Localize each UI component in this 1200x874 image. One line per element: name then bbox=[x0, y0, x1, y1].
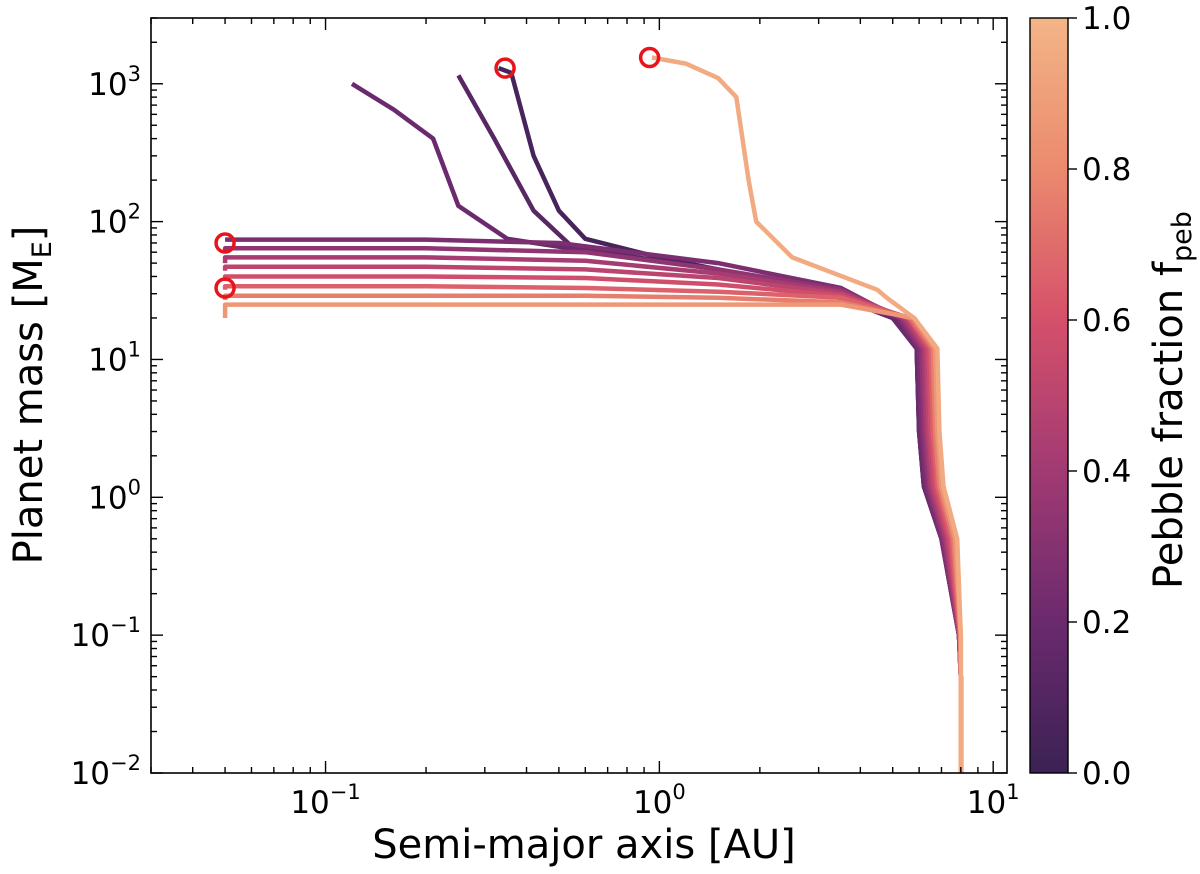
series-line-3 bbox=[225, 237, 964, 773]
colorbar-tick-label: 0.6 bbox=[1082, 303, 1131, 339]
colorbar-tick-label: 0.2 bbox=[1082, 605, 1131, 641]
plot-frame bbox=[150, 17, 1008, 774]
series-line-5 bbox=[222, 255, 964, 773]
colorbar-label-sub: peb bbox=[1167, 211, 1198, 262]
series-line-7 bbox=[222, 274, 964, 773]
series-line-11 bbox=[651, 55, 964, 773]
colorbar-label: Pebble fraction fpeb bbox=[1146, 211, 1198, 589]
x-axis-label: Semi-major axis [AU] bbox=[372, 822, 795, 868]
colorbar-tick-label: 1.0 bbox=[1082, 1, 1131, 37]
end-marker-1 bbox=[214, 277, 236, 299]
colorbar-tick-label: 0.8 bbox=[1082, 152, 1131, 188]
series-line-6 bbox=[222, 264, 964, 773]
series-line-2 bbox=[350, 81, 964, 773]
x-tick-label: 10−1 bbox=[290, 780, 360, 821]
curves-layer bbox=[222, 55, 964, 773]
series-line-9 bbox=[222, 293, 964, 773]
series-line-10 bbox=[222, 302, 964, 773]
y-axis-label: Planet mass [ME] bbox=[6, 226, 58, 565]
series-line-0 bbox=[497, 65, 964, 773]
colorbar-tick-label: 0.4 bbox=[1082, 454, 1131, 490]
end-marker-3 bbox=[638, 46, 661, 69]
y-tick-label: 101 bbox=[88, 337, 141, 378]
series-line-4 bbox=[222, 246, 964, 773]
y-tick-label: 10−2 bbox=[71, 751, 141, 792]
x-tick-label: 100 bbox=[633, 780, 686, 821]
end-marker-0 bbox=[214, 232, 236, 254]
y-axis-label-sub: E bbox=[27, 241, 58, 258]
y-axis-label-main: Planet mass [M bbox=[6, 258, 52, 564]
end-marker-2 bbox=[494, 57, 516, 79]
series-line-8 bbox=[222, 283, 964, 773]
colorbar-ticks: 0.0 0.2 0.4 0.6 0.8 1.0 bbox=[1068, 1, 1131, 792]
y-tick-label: 103 bbox=[88, 62, 141, 103]
y-axis-ticks: 10−2 10−1 100 101 102 103 bbox=[71, 17, 1007, 792]
colorbar bbox=[1029, 17, 1069, 774]
y-tick-label: 102 bbox=[88, 200, 141, 241]
x-tick-label: 101 bbox=[967, 780, 1020, 821]
y-tick-label: 100 bbox=[88, 475, 141, 516]
series-line-1 bbox=[456, 74, 964, 773]
colorbar-tick-label: 0.0 bbox=[1082, 756, 1131, 792]
y-axis-label-end: ] bbox=[6, 226, 52, 242]
x-axis-ticks: 10−1 100 101 bbox=[150, 18, 1020, 821]
y-tick-label: 10−1 bbox=[71, 613, 141, 654]
colorbar-label-main: Pebble fraction f bbox=[1146, 261, 1192, 589]
markers-layer bbox=[214, 46, 661, 299]
